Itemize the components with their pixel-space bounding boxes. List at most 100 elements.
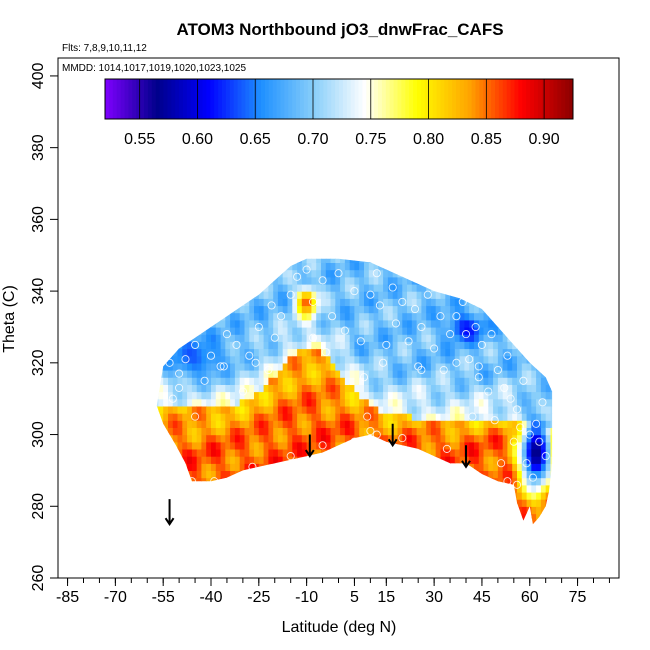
heatmap-cell (378, 484, 384, 493)
heatmap-cell (411, 377, 418, 385)
heatmap-cell (378, 470, 384, 479)
heatmap-cell (387, 377, 394, 385)
heatmap-cell (454, 348, 461, 357)
heatmap-cell (387, 448, 394, 457)
heatmap-cell (373, 334, 379, 342)
heatmap-cell (172, 520, 179, 525)
colorbar-segment (323, 79, 328, 119)
heatmap-cell (531, 463, 537, 471)
heatmap-cell (354, 391, 360, 400)
heatmap-cell (239, 276, 246, 285)
heatmap-cell (402, 276, 408, 285)
heatmap-cell (464, 362, 470, 371)
heatmap-cell (430, 377, 437, 385)
heatmap-cell (187, 370, 193, 378)
heatmap-cell (306, 283, 312, 292)
heatmap-cell (368, 348, 375, 357)
heatmap-cell (517, 441, 523, 450)
heatmap-cell (306, 276, 312, 285)
heatmap-cell (287, 269, 293, 278)
heatmap-cell (426, 291, 432, 299)
heatmap-cell (311, 262, 317, 271)
heatmap-cell (540, 441, 547, 450)
heatmap-cell (191, 405, 198, 414)
heatmap-cell (464, 470, 470, 479)
heatmap-cell (344, 355, 351, 364)
heatmap-cell (211, 291, 217, 299)
heatmap-cell (282, 463, 289, 471)
heatmap-cell (330, 513, 336, 522)
observation-point (238, 387, 247, 396)
heatmap-cell (416, 499, 422, 507)
heatmap-cell (454, 305, 461, 314)
heatmap-cell (239, 448, 246, 457)
heatmap-cell (234, 283, 241, 292)
heatmap-cell (435, 258, 442, 263)
heatmap-cell (354, 477, 360, 486)
heatmap-cell (378, 327, 384, 335)
heatmap-cell (349, 258, 356, 263)
heatmap-cell (454, 291, 461, 299)
heatmap-cell (263, 377, 269, 385)
heatmap-cell (517, 491, 523, 500)
heatmap-cell (156, 427, 159, 436)
heatmap-cell (268, 484, 274, 493)
heatmap-cell (531, 520, 537, 525)
heatmap-cell (550, 312, 553, 321)
colorbar-segment (331, 79, 336, 119)
heatmap-cell (187, 427, 193, 436)
heatmap-cell (512, 463, 518, 471)
heatmap-cell (220, 441, 226, 450)
heatmap-cell (287, 513, 293, 522)
heatmap-cell (172, 391, 179, 400)
heatmap-cell (450, 513, 456, 522)
heatmap-cell (344, 477, 351, 486)
heatmap-cell (373, 413, 379, 421)
heatmap-cell (196, 276, 203, 285)
heatmap-cell (301, 456, 308, 464)
heatmap-cell (168, 262, 174, 271)
heatmap-cell (397, 291, 403, 299)
heatmap-cell (340, 477, 346, 486)
heatmap-cell (249, 398, 255, 407)
heatmap-cell (445, 434, 451, 443)
heatmap-cell (359, 456, 365, 464)
heatmap-cell (263, 427, 269, 436)
heatmap-cell (297, 377, 303, 385)
heatmap-cell (220, 463, 226, 471)
heatmap-cell (230, 448, 236, 457)
flights-label: Flts: 7,8,9,10,11,12 (62, 43, 147, 54)
heatmap-cell (536, 305, 542, 314)
heatmap-cell (536, 391, 542, 400)
heatmap-cell (411, 420, 418, 428)
heatmap-cell (474, 398, 480, 407)
heatmap-cell (211, 298, 217, 307)
heatmap-cell (526, 341, 532, 350)
heatmap-cell (321, 448, 327, 457)
heatmap-cell (225, 413, 231, 421)
heatmap-cell (540, 334, 547, 342)
heatmap-cell (177, 384, 183, 393)
heatmap-cell (158, 269, 164, 278)
heatmap-cell (459, 398, 465, 407)
heatmap-cell (172, 258, 179, 263)
heatmap-cell (316, 463, 322, 471)
colorbar-segment (128, 79, 133, 119)
heatmap-cell (156, 477, 159, 486)
heatmap-cell (383, 441, 389, 450)
heatmap-cell (273, 434, 279, 443)
heatmap-cell (244, 398, 250, 407)
heatmap-cell (368, 269, 375, 278)
heatmap-cell (325, 506, 332, 515)
heatmap-cell (512, 398, 518, 407)
heatmap-cell (340, 298, 346, 307)
heatmap-cell (301, 427, 308, 436)
heatmap-cell (287, 262, 293, 271)
heatmap-cell (368, 291, 375, 299)
heatmap-cell (474, 405, 480, 414)
heatmap-cell (411, 283, 418, 292)
heatmap-cell (497, 491, 504, 500)
heatmap-cell (488, 312, 494, 321)
heatmap-cell (450, 448, 456, 457)
heatmap-cell (392, 463, 399, 471)
